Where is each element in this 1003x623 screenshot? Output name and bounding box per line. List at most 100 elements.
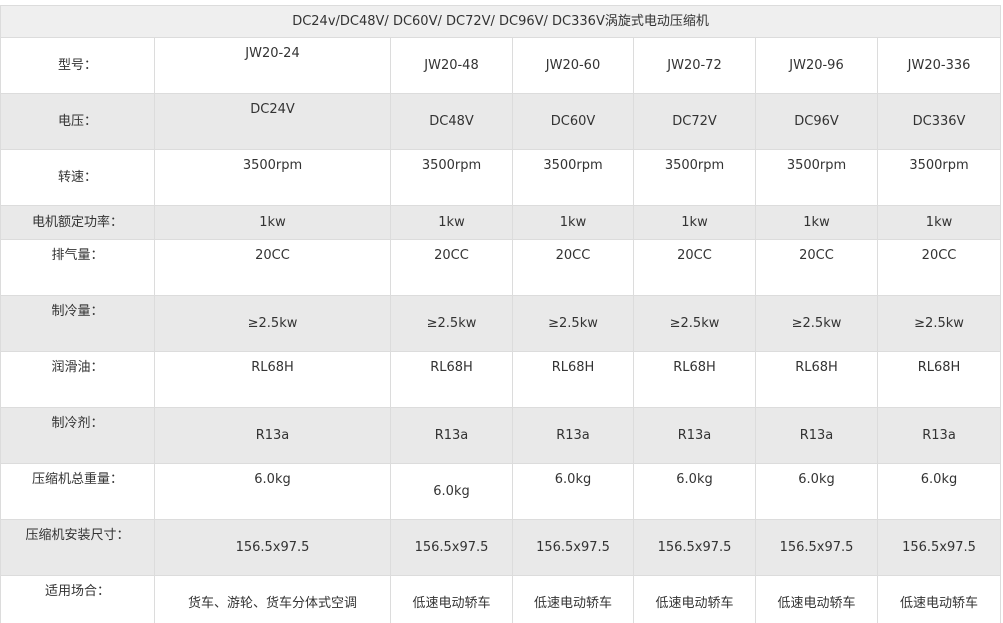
spec-value: 156.5x97.5 [414,539,489,555]
spec-value: R13a [434,427,469,443]
spec-value-cell: 1kw [755,205,878,240]
spec-value: 1kw [681,214,708,230]
spec-value-cell: DC96V [755,93,878,150]
spec-value-cell: JW20-336 [876,37,1002,94]
spec-value: 1kw [259,214,286,230]
spec-value-cell: 6.0kg [755,463,878,520]
spec-value-cell: 低速电动轿车 [512,575,634,623]
row-label: 电压： [57,113,97,129]
spec-value: RL68H [673,360,716,375]
spec-value-cell: 1kw [154,205,391,240]
spec-value: RL68H [551,360,595,375]
spec-value-cell: ≥2.5kw [512,295,634,352]
spec-value-cell: 3500rpm [154,149,391,206]
spec-value-cell: 低速电动轿车 [633,575,756,623]
spec-value-cell: R13a [390,407,513,464]
spec-value-cell: RL68H [755,351,878,408]
spec-value: 1kw [803,214,830,230]
spec-value: JW20-60 [545,57,601,73]
row-label-cell: 压缩机总重量： [0,463,155,520]
spec-value: DC60V [550,113,596,129]
spec-value-cell: 3500rpm [390,149,513,206]
table-row: 制冷量： ≥2.5kw ≥2.5kw ≥2.5kw ≥2.5kw ≥2.5kw ≥2.5kw [0,295,1002,352]
spec-value: 20CC [434,248,469,263]
spec-value-cell: R13a [633,407,756,464]
spec-value-cell: 低速电动轿车 [876,575,1002,623]
spec-value-cell: ≥2.5kw [633,295,756,352]
spec-value: R13a [799,427,834,443]
table-row: 电机额定功率： 1kw 1kw 1kw 1kw 1kw 1kw [0,205,1002,240]
spec-value: 低速电动轿车 [412,595,491,611]
spec-value: DC336V [912,113,966,129]
spec-value-cell: JW20-72 [633,37,756,94]
spec-value-cell: JW20-48 [390,37,513,94]
spec-value: R13a [556,427,590,443]
spec-value: 20CC [255,248,290,263]
table-row: 润滑油： RL68H RL68H RL68H RL68H RL68H RL68H [0,351,1002,408]
spec-value-cell: ≥2.5kw [154,295,391,352]
spec-value: RL68H [251,360,294,375]
spec-value: 156.5x97.5 [536,539,610,555]
row-label-cell: 制冷剂： [0,407,155,464]
spec-value: 20CC [555,248,591,263]
spec-value: 6.0kg [798,472,835,487]
spec-value: DC96V [794,113,839,129]
row-label-cell: 转速： [0,149,155,206]
spec-value-cell: 1kw [876,205,1002,240]
spec-value-cell: 3500rpm [876,149,1002,206]
row-label: 转速： [57,169,97,185]
spec-value: 156.5x97.5 [902,539,976,555]
spec-value-cell: RL68H [876,351,1002,408]
spec-value-cell: 156.5x97.5 [633,519,756,576]
spec-value-cell: 低速电动轿车 [755,575,878,623]
spec-value-cell: R13a [755,407,878,464]
spec-value: 3500rpm [543,158,603,173]
table-row: 转速： 3500rpm 3500rpm 3500rpm 3500rpm 3500rpm 35… [0,149,1002,206]
spec-value-cell: 低速电动轿车 [390,575,513,623]
table-row: 适用场合： 货车、游轮、货车分体式空调 低速电动轿车 低速电动轿车 低速电动轿车 低速电动… [0,575,1002,623]
spec-value: JW20-48 [424,57,479,73]
spec-value: R13a [922,427,956,443]
row-label: 制冷量： [51,304,104,319]
spec-value-cell: 6.0kg [154,463,391,520]
spec-value: 3500rpm [664,158,725,173]
spec-value: 低速电动轿车 [655,595,734,611]
table-row: 电压： DC24V DC48V DC60V DC72V DC96V DC336V [0,93,1002,150]
spec-value-cell: JW20-24 [154,37,391,94]
spec-table: DC24v/DC48V/ DC60V/ DC72V/ DC96V/ DC336V… [0,5,1002,623]
spec-value-cell: DC72V [633,93,756,150]
spec-value: 低速电动轿车 [533,595,612,611]
row-label: 制冷剂： [51,416,104,431]
spec-value: RL68H [795,360,838,375]
spec-value: 低速电动轿车 [777,595,856,611]
spec-value: 6.0kg [676,472,713,487]
row-label: 适用场合： [44,584,110,599]
row-label: 型号： [57,57,97,73]
table-title-row: DC24v/DC48V/ DC60V/ DC72V/ DC96V/ DC336V… [0,5,1002,38]
spec-value-cell: 6.0kg [390,463,513,520]
spec-value-cell: 1kw [512,205,634,240]
spec-value-cell: 20CC [755,239,878,296]
row-label-cell: 润滑油： [0,351,155,408]
spec-value: DC72V [672,113,717,129]
table-row: 压缩机安装尺寸： 156.5x97.5 156.5x97.5 156.5x97.5 15… [0,519,1002,576]
spec-value: 3500rpm [786,158,847,173]
spec-value: DC24V [250,102,295,117]
spec-value-cell: JW20-96 [755,37,878,94]
spec-value: 6.0kg [920,472,958,487]
spec-value-cell: 6.0kg [633,463,756,520]
spec-value-cell: JW20-60 [512,37,634,94]
spec-value: ≥2.5kw [426,315,477,331]
table-row: 排气量： 20CC 20CC 20CC 20CC 20CC 20CC [0,239,1002,296]
spec-value: 6.0kg [254,472,291,487]
spec-value-cell: DC336V [876,93,1002,150]
spec-value: ≥2.5kw [548,315,598,331]
spec-value: JW20-96 [789,57,844,73]
spec-value: 1kw [438,214,465,230]
spec-value: 20CC [677,248,712,263]
spec-value-cell: 6.0kg [876,463,1002,520]
spec-value-cell: DC60V [512,93,634,150]
spec-value-cell: RL68H [512,351,634,408]
row-label-cell: 型号： [0,37,155,94]
spec-value: 3500rpm [421,158,482,173]
